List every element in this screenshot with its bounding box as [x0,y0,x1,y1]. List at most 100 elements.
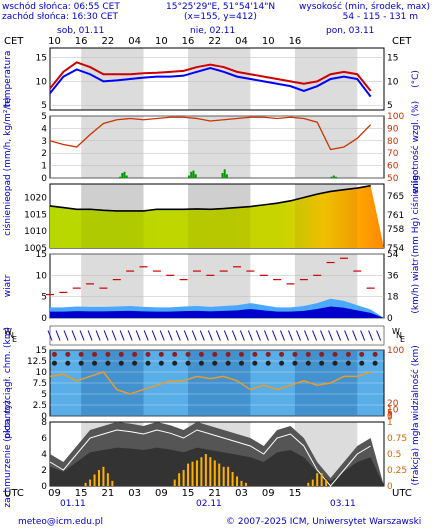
date-label-3: 03.11 [330,499,356,509]
fog-bar [240,480,243,486]
clouds-tick-left: 7.5 [33,379,47,389]
cloud-dot [158,360,164,366]
wind-tick-right: 18 [387,293,399,303]
cover-tick-left: 6 [41,434,47,444]
humidity-tick-right: 80 [387,137,399,147]
visibility-tick-right: 10 [387,405,399,415]
top-hour-label: 16 [182,36,195,47]
pressure-tick-right: 754 [387,244,404,254]
top-hour-label: 04 [128,36,141,47]
bottom-hour-label: 09 [48,488,61,499]
wind-direction-arrow [328,330,334,341]
day-label-1: sob, 01.11 [57,26,104,36]
wind-direction-arrow [304,330,309,341]
cloud-cover-line [49,429,371,487]
tz-bottom-right: UTC [392,488,412,499]
top-hour-label: 10 [262,36,275,47]
cloud-dot [185,360,191,366]
clouds-ylabel: pion. rozciągł. chm. (km) [3,327,13,439]
cloud-dot [332,360,338,366]
pressure-tick-right: 758 [387,225,404,235]
fog-bar [182,470,185,486]
pressure-tick-left: 1015 [24,210,47,220]
cloud-dot [51,360,57,366]
wind-direction-arrow [336,330,342,341]
cloud-top-dot [372,351,378,357]
cover-tick-left: 0 [41,482,47,492]
compass-label-left: W [4,327,12,336]
compass-label-right: E [400,335,405,344]
coordinates-text: 15°25'29"E, 51°54'14"N [166,2,276,12]
precip-tick-left: 2 [41,149,47,159]
humidity-tick-right: 90 [387,124,399,134]
visibility-tick-right: 0 [387,412,393,422]
precip-bar [225,174,228,178]
fog-bar [307,482,310,486]
wind-unit: (km/h) wiatr [411,258,421,314]
fog-bar [244,482,247,486]
cloud-top-dot [185,351,191,357]
top-hour-label: 16 [75,36,88,47]
cloud-top-dot [92,351,98,357]
cloud-top-dot [65,351,71,357]
wind-direction-arrow [63,330,69,341]
fog-tick-right: 0 [387,482,393,492]
pressure-tick-left: 1005 [24,244,47,254]
wind-direction-arrow [183,330,189,341]
wind-direction-arrow [247,330,253,341]
temperature-panel-night [188,48,251,110]
fog-bar [97,470,100,486]
wind-direction-arrow [312,330,317,341]
precip-bar [125,175,128,178]
cover-tick-left: 2 [41,466,47,476]
fog-bar [320,473,323,486]
fog-bar [102,466,105,486]
temperature-max-line [49,61,372,92]
wind-direction-arrow [263,330,269,341]
fog-bar [218,463,221,486]
wind-direction-arrow [143,330,149,341]
top-hour-label: 16 [289,36,302,47]
cloud-dot [198,360,204,366]
fog-bar [236,476,239,486]
pressure-area [50,185,384,248]
clouds-tick-left: 10 [36,368,48,378]
wind-direction-strip [49,325,385,346]
wind-direction-arrow [87,330,93,341]
wind-direction-arrow [207,330,213,341]
fog-bar [89,479,92,486]
temperature-tick-right: 15 [387,54,398,64]
cloud-top-dot [158,351,164,357]
tz-top-left: CET [4,36,24,47]
fog-bar [325,479,328,486]
cloud-top-dot [238,351,244,357]
wind-direction-arrow [376,330,382,341]
bottom-hour-label: 15 [289,488,302,499]
cloud-top-dot [279,351,285,357]
cloud-top-dot [305,351,311,357]
cloud-top-dot [172,351,178,357]
wind-direction-arrow [352,330,358,341]
elevation-values: 54 - 115 - 131 m [342,12,418,22]
precip-bar [190,171,193,178]
fog-bar [222,466,225,486]
wind-direction-arrow [288,330,293,341]
cloud-top-dot [345,351,351,357]
temperature-mean-line [49,66,372,98]
cloud-top-dot [51,351,57,357]
sunrise-text: wschód słońca: 06:55 CET [2,2,120,12]
wind-direction-arrow [135,330,141,341]
bottom-hour-label: 09 [262,488,275,499]
cloud-dot [105,360,111,366]
precip-tick-left: 1 [41,162,47,172]
wind-direction-arrow [271,330,277,341]
temperature-unit: (°C) [411,70,421,88]
wind-tick-right: 36 [387,271,399,281]
precip-bar [194,174,197,178]
precip-ylabel: opad (mm/h, kg/m²/h) [3,97,13,196]
pressure-tick-right: 761 [387,211,404,221]
fog-bar [195,460,198,486]
fog-bar [213,460,216,486]
visibility-tick-right: 20 [387,399,399,409]
